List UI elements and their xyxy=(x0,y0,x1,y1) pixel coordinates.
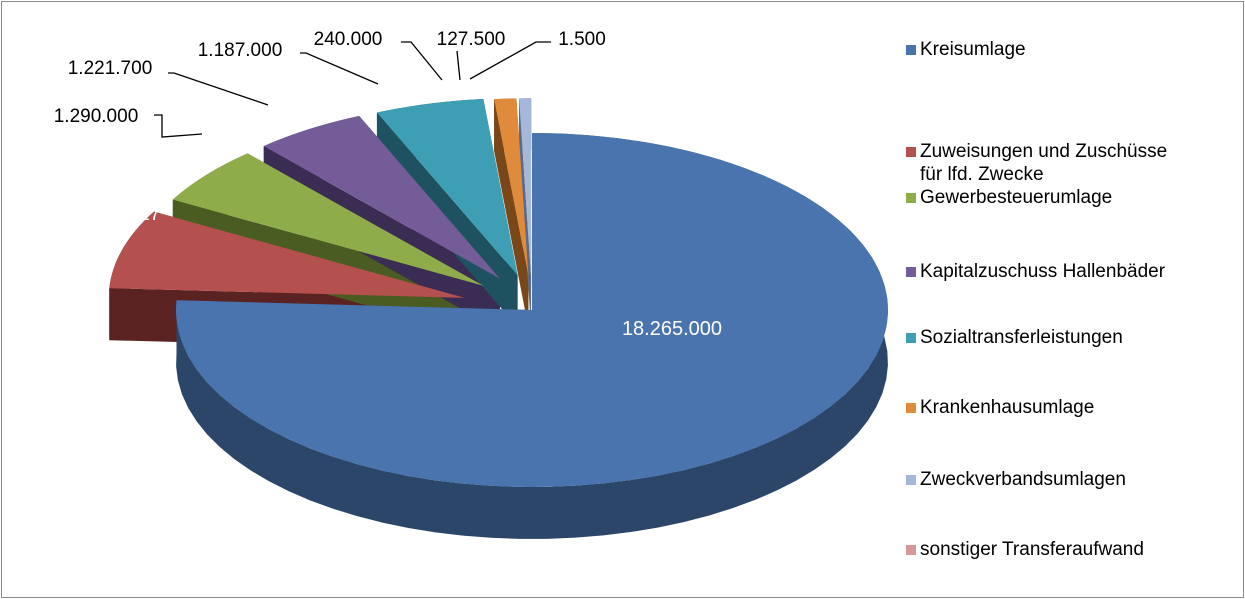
slice-gewerbesteuerumlage xyxy=(172,153,484,286)
leader-lines xyxy=(154,41,551,138)
legend-item-zweckverbandsumlagen: Zweckverbandsumlagen xyxy=(906,468,1126,491)
data-label-gewerbesteuerumlage: 1.290.000 xyxy=(54,106,139,127)
slice-zweckverbandsumlagen-edge-0 xyxy=(519,98,532,328)
leader-line-sozialtransferleistungen xyxy=(300,52,379,85)
data-label-sozialtransferleistungen: 1.187.000 xyxy=(198,40,283,61)
leader-line-kapitalzuschuss-hallenbaeder xyxy=(168,72,269,106)
legend-label: Sozialtransferleistungen xyxy=(920,327,1123,348)
data-label-krankenhausumlage: 240.000 xyxy=(314,29,383,50)
legend-label: sonstiger Transferaufwand xyxy=(920,539,1144,560)
slice-sozialtransferleistungen xyxy=(376,98,518,276)
legend-label: Kreisumlage xyxy=(920,39,1026,60)
leader-line-zweckverbandsumlagen xyxy=(456,50,461,81)
data-label-zweckverbandsumlagen: 127.500 xyxy=(437,29,506,50)
legend-item-kreisumlage: Kreisumlage xyxy=(906,38,1026,61)
leader-line-sonstiger-transferaufwand xyxy=(469,41,551,80)
legend-item-krankenhausumlage: Krankenhausumlage xyxy=(906,396,1094,419)
data-label-kapitalzuschuss-hallenbaeder: 1.221.700 xyxy=(68,58,153,79)
data-labels: 18.265.000 1.739.827 1.290.000 1.221.700 1.1… xyxy=(54,29,722,340)
slice-krankenhausumlage xyxy=(494,98,529,276)
slice-zweckverbandsumlagen xyxy=(519,98,532,276)
legend-label: Zuweisungen und Zuschüsse für lfd. Zweck… xyxy=(920,141,1168,185)
legend-item-sozialtransferleistungen: Sozialtransferleistungen xyxy=(906,326,1123,349)
legend-swatch xyxy=(906,545,916,555)
leader-line-krankenhausumlage xyxy=(401,41,443,81)
legend-swatch xyxy=(906,45,916,55)
legend-item-sonstiger-transferaufwand: sonstiger Transferaufwand xyxy=(906,538,1144,561)
legend-swatch xyxy=(906,403,916,413)
legend-item-zuweisungen-und-zuschuesse: Zuweisungen und Zuschüsse für lfd. Zweck… xyxy=(906,140,1167,186)
legend-item-gewerbesteuerumlage: Gewerbesteuerumlage xyxy=(906,186,1112,209)
slice-zuweisungen-und-zuschuesse xyxy=(109,211,465,298)
slice-kapitalzuschuss-hallenbaeder xyxy=(263,115,500,279)
slice-krankenhausumlage-edge-0 xyxy=(494,99,529,328)
legend-label: Gewerbesteuerumlage xyxy=(920,187,1113,208)
slice-kreisumlage xyxy=(176,133,889,488)
legend-item-kapitalzuschuss-hallenbaeder: Kapitalzuschuss Hallenbäder xyxy=(906,260,1165,283)
leader-line-gewerbesteuerumlage xyxy=(154,114,203,138)
legend-swatch xyxy=(906,267,916,277)
pie-slices xyxy=(109,98,889,488)
legend-label: Krankenhausumlage xyxy=(920,397,1095,418)
legend-label: Kapitalzuschuss Hallenbäder xyxy=(920,261,1166,282)
data-label-sonstiger-transferaufwand: 1.500 xyxy=(558,29,606,50)
legend-label: Zweckverbandsumlagen xyxy=(920,469,1126,490)
legend-swatch xyxy=(906,193,916,203)
data-label-zuweisungen-und-zuschuesse: 1.739.827 xyxy=(76,204,161,225)
legend-swatch xyxy=(906,333,916,343)
legend-swatch xyxy=(906,147,916,157)
legend-swatch xyxy=(906,475,916,485)
data-label-kreisumlage: 18.265.000 xyxy=(622,318,722,340)
